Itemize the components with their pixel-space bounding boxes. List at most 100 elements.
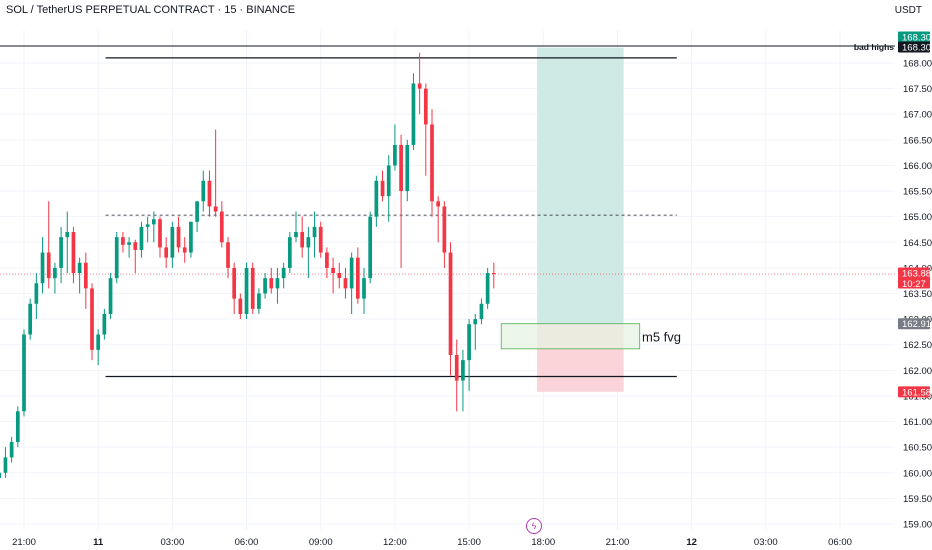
candle-body [22,334,26,412]
level-lines [0,45,895,378]
candle-body [399,144,403,192]
candle-body [238,298,243,314]
stop-tag-text: 161.58 [902,387,931,398]
candle-body [380,180,385,197]
candle-body [83,262,88,289]
candle-body [312,226,317,238]
candles[interactable] [0,52,496,486]
candle-body [448,252,453,355]
bad-highs-tag-text: 168.30 [902,43,931,54]
candle-body [158,219,162,248]
current-price-tag-bg [898,267,930,289]
x-tick-label: 09:00 [309,537,333,548]
candle-body [386,165,391,197]
candle-body [318,226,323,253]
candle-body [337,273,342,279]
chart-title: SOL / TetherUS PERPETUAL CONTRACT · 15 ·… [6,4,296,16]
y-tick-label: 167.50 [903,84,932,95]
candle-body [436,201,441,207]
candle-body [127,242,131,245]
candle-body [355,257,360,299]
candle-body [59,237,63,268]
candle-body [121,237,125,245]
x-tick-label: 21:00 [606,537,630,548]
candle-body [374,180,379,217]
candle-body [362,278,366,299]
candle-body [170,226,175,258]
candle-body [219,211,224,243]
stop-tag-bg [898,386,930,398]
candle-body [257,293,261,309]
candle-body [164,247,169,258]
candle-body [226,242,230,268]
candle-body [349,257,354,289]
y-tick-label: 160.50 [903,443,932,454]
lightning-icon[interactable]: ϟ [526,518,542,534]
candle-body [151,219,156,225]
bad-highs-tag-bg [898,41,930,53]
bad-highs-label: bad highs [854,42,894,52]
candle-body [90,288,94,350]
price-axis[interactable]: 159.00159.50160.00160.50161.00161.50162.… [903,59,932,531]
y-tick-label: 159.50 [903,494,932,505]
m5-fvg-label: m5 fvg [642,329,681,344]
grid-lines [0,30,895,530]
candle-body [417,83,422,89]
candle-body [176,226,181,248]
candle-body [300,232,305,248]
x-tick-label: 12:00 [383,537,407,548]
time-axis[interactable]: 21:00 11 03:00 06:00 09:00 12:00 15:00 18:00 21:… [12,537,852,548]
candle-body [467,324,471,361]
y-tick-label: 166.00 [903,161,932,172]
candle-body [3,457,8,473]
entry-tag-bg [898,318,930,330]
candle-body [71,232,76,274]
candle-body [114,237,119,279]
candle-body [182,247,187,253]
x-tick-label: 06:00 [828,537,852,548]
candle-body [232,267,237,299]
position-zones [500,47,641,392]
candle-body [195,201,199,222]
x-tick-label: 15:00 [457,537,481,548]
y-tick-label: 165.50 [903,187,932,198]
entry-tag: 162.91 [898,318,931,330]
y-tick-label: 161.00 [903,417,932,428]
candle-body [442,206,447,253]
candle-body [244,267,249,314]
candle-body [53,267,57,279]
candle-body [40,252,45,284]
candle-body [263,278,267,294]
entry-tag-text: 162.91 [902,319,931,330]
bad-highs-top-tag: 168.30 [898,31,931,44]
candle-body [65,232,70,238]
candle-body [461,360,465,381]
candle-body [343,278,348,289]
candle-body [139,226,144,250]
candle-body [479,303,484,320]
y-tick-label: 163.50 [903,289,932,300]
candle-body [34,283,39,304]
x-tick-label: 03:00 [160,537,184,548]
x-tick-label: 18:00 [531,537,555,548]
y-tick-label: 162.50 [903,340,932,351]
y-tick-label: 159.00 [903,520,932,531]
candle-body [491,273,496,275]
x-tick-label: 06:00 [235,537,259,548]
candle-body [207,180,212,207]
y-tick-label: 167.00 [903,110,932,121]
candle-body [102,313,107,335]
candle-body [294,232,298,238]
candle-body [269,278,274,289]
candle-body [368,216,373,279]
x-tick-label: 12 [686,537,697,548]
target-zone [537,47,624,324]
candle-body [454,354,459,381]
candle-body [46,252,51,279]
candle-body [287,237,292,268]
x-tick-label: 11 [93,537,104,548]
candle-body [393,144,397,166]
